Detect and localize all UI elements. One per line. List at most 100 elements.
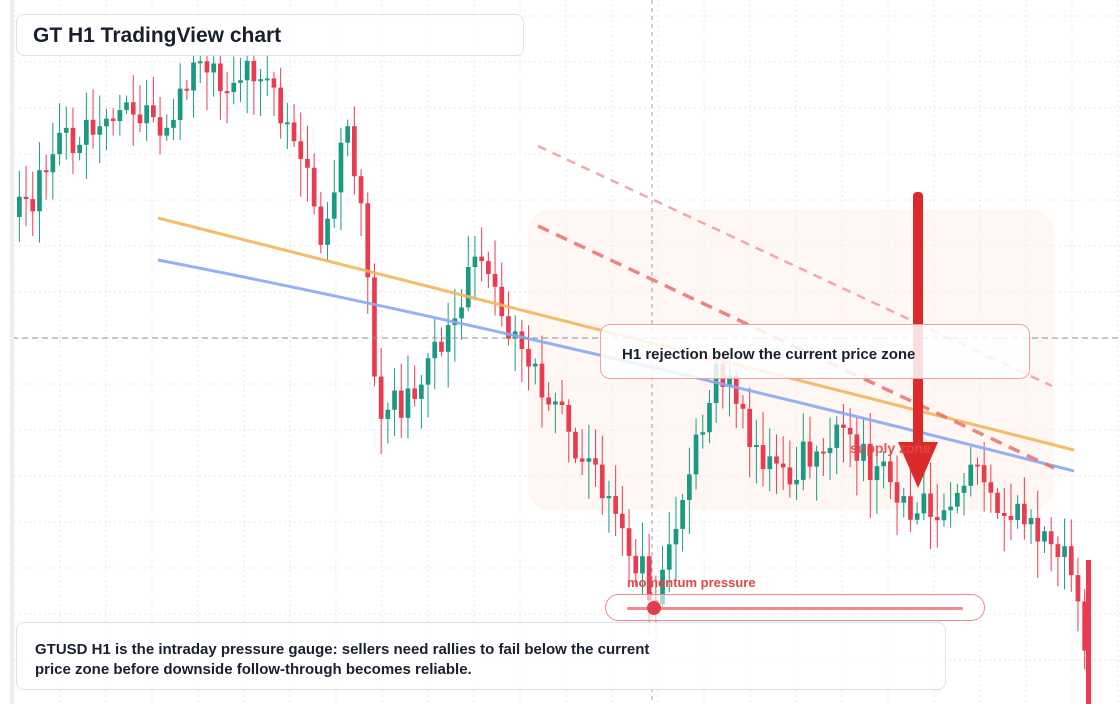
- candle-bullish: [432, 341, 438, 359]
- candle-bearish: [23, 196, 29, 200]
- candle-bearish: [479, 256, 484, 262]
- candle-bullish: [472, 256, 478, 268]
- candle-bearish: [847, 427, 853, 435]
- candle-bearish: [807, 441, 813, 467]
- candle-bullish: [392, 390, 397, 410]
- candle-bullish: [258, 79, 263, 82]
- candle-bullish: [425, 358, 431, 385]
- candle-bullish: [707, 402, 712, 433]
- candle-bearish: [620, 513, 625, 529]
- candle-bearish: [841, 424, 846, 428]
- candle-bullish: [37, 170, 42, 212]
- candle-bullish: [861, 443, 866, 461]
- momentum-label: momentum pressure: [627, 575, 756, 590]
- candle-bullish: [827, 447, 833, 454]
- candle-bullish: [1028, 517, 1034, 525]
- candle-bullish: [968, 464, 974, 486]
- candle-bearish: [311, 167, 317, 207]
- candle-bullish: [640, 556, 645, 574]
- candle-bearish: [398, 390, 404, 418]
- candle-bearish: [526, 349, 531, 367]
- left-edge-strip: [10, 0, 14, 704]
- candle-bearish: [110, 118, 116, 122]
- rejection-callout: H1 rejection below the current price zon…: [600, 324, 1030, 379]
- candle-bearish: [151, 105, 156, 118]
- candle-bullish: [1062, 546, 1067, 557]
- candle-bullish: [325, 218, 330, 245]
- candle-bullish: [1015, 503, 1020, 520]
- candle-bearish: [218, 63, 223, 92]
- candle-bearish-current: [1086, 560, 1091, 704]
- candle-bullish: [405, 388, 411, 418]
- candle-bearish: [546, 397, 551, 405]
- candle-bullish: [104, 118, 109, 127]
- candle-bullish: [264, 78, 270, 81]
- candle-bullish: [948, 506, 953, 511]
- candle-bearish: [1022, 503, 1027, 525]
- candle-bullish: [177, 88, 183, 120]
- candle-bearish: [559, 401, 565, 406]
- candle-bearish: [1008, 515, 1014, 520]
- candle-bearish: [988, 482, 994, 493]
- momentum-gauge[interactable]: [605, 594, 985, 621]
- candle-bearish: [439, 341, 444, 352]
- candle-bearish: [780, 463, 786, 468]
- candle-bullish: [63, 127, 69, 133]
- candle-bearish: [30, 199, 36, 212]
- candle-bearish: [787, 467, 793, 485]
- candle-bullish: [191, 62, 196, 91]
- candle-bullish: [445, 325, 451, 352]
- candle-bearish: [613, 496, 618, 514]
- candle-bearish: [599, 464, 605, 499]
- candle-bullish: [1042, 531, 1047, 542]
- candle-bearish: [1035, 517, 1041, 542]
- candle-bearish: [519, 331, 525, 350]
- candle-bullish: [660, 569, 665, 605]
- candle-bearish: [566, 405, 572, 432]
- momentum-gauge-knob[interactable]: [646, 601, 661, 615]
- candle-bearish: [760, 445, 766, 470]
- candle-bearish: [1001, 512, 1007, 516]
- candle-bullish: [345, 126, 350, 143]
- candle-bearish: [506, 316, 511, 339]
- candle-bearish: [305, 158, 310, 168]
- candle-bearish: [981, 465, 987, 483]
- candle-bullish: [459, 307, 464, 319]
- candle-bullish: [97, 126, 103, 135]
- candle-bearish: [626, 528, 632, 556]
- analysis-note-text: GTUSD H1 is the intraday pressure gauge:…: [35, 641, 650, 678]
- candle-bearish: [492, 273, 498, 287]
- candle-bearish: [224, 91, 230, 94]
- candle-bearish: [130, 102, 136, 115]
- candle-bearish: [184, 88, 190, 91]
- candle-bullish: [834, 424, 840, 448]
- candle-bearish: [298, 141, 304, 159]
- candle-bearish: [352, 126, 357, 177]
- candle-bullish: [532, 363, 538, 367]
- candle-bearish: [633, 555, 639, 574]
- candle-bullish: [680, 499, 685, 529]
- candle-bearish: [821, 451, 826, 454]
- momentum-gauge-track: [627, 607, 963, 610]
- candle-bullish: [385, 409, 391, 419]
- candle-bearish: [740, 403, 746, 409]
- candle-bearish: [1055, 544, 1061, 557]
- candle-bearish: [934, 516, 940, 521]
- candle-bullish: [231, 82, 237, 93]
- candle-bearish: [579, 458, 585, 462]
- candle-bearish: [975, 464, 980, 467]
- bearish-arrow-head: [898, 442, 938, 488]
- candle-bullish: [673, 528, 679, 545]
- candle-bearish: [646, 556, 652, 601]
- candle-bullish: [800, 441, 806, 480]
- candle-bullish: [941, 510, 947, 521]
- candle-bullish: [693, 434, 699, 475]
- candle-bearish: [90, 119, 96, 135]
- candle-bullish: [419, 384, 424, 399]
- candle-bullish: [955, 492, 960, 507]
- candle-bearish: [486, 261, 491, 274]
- candle-bullish: [687, 474, 692, 500]
- candle-bearish: [854, 434, 860, 461]
- candle-bullish: [901, 496, 907, 503]
- candle-bearish: [365, 203, 371, 278]
